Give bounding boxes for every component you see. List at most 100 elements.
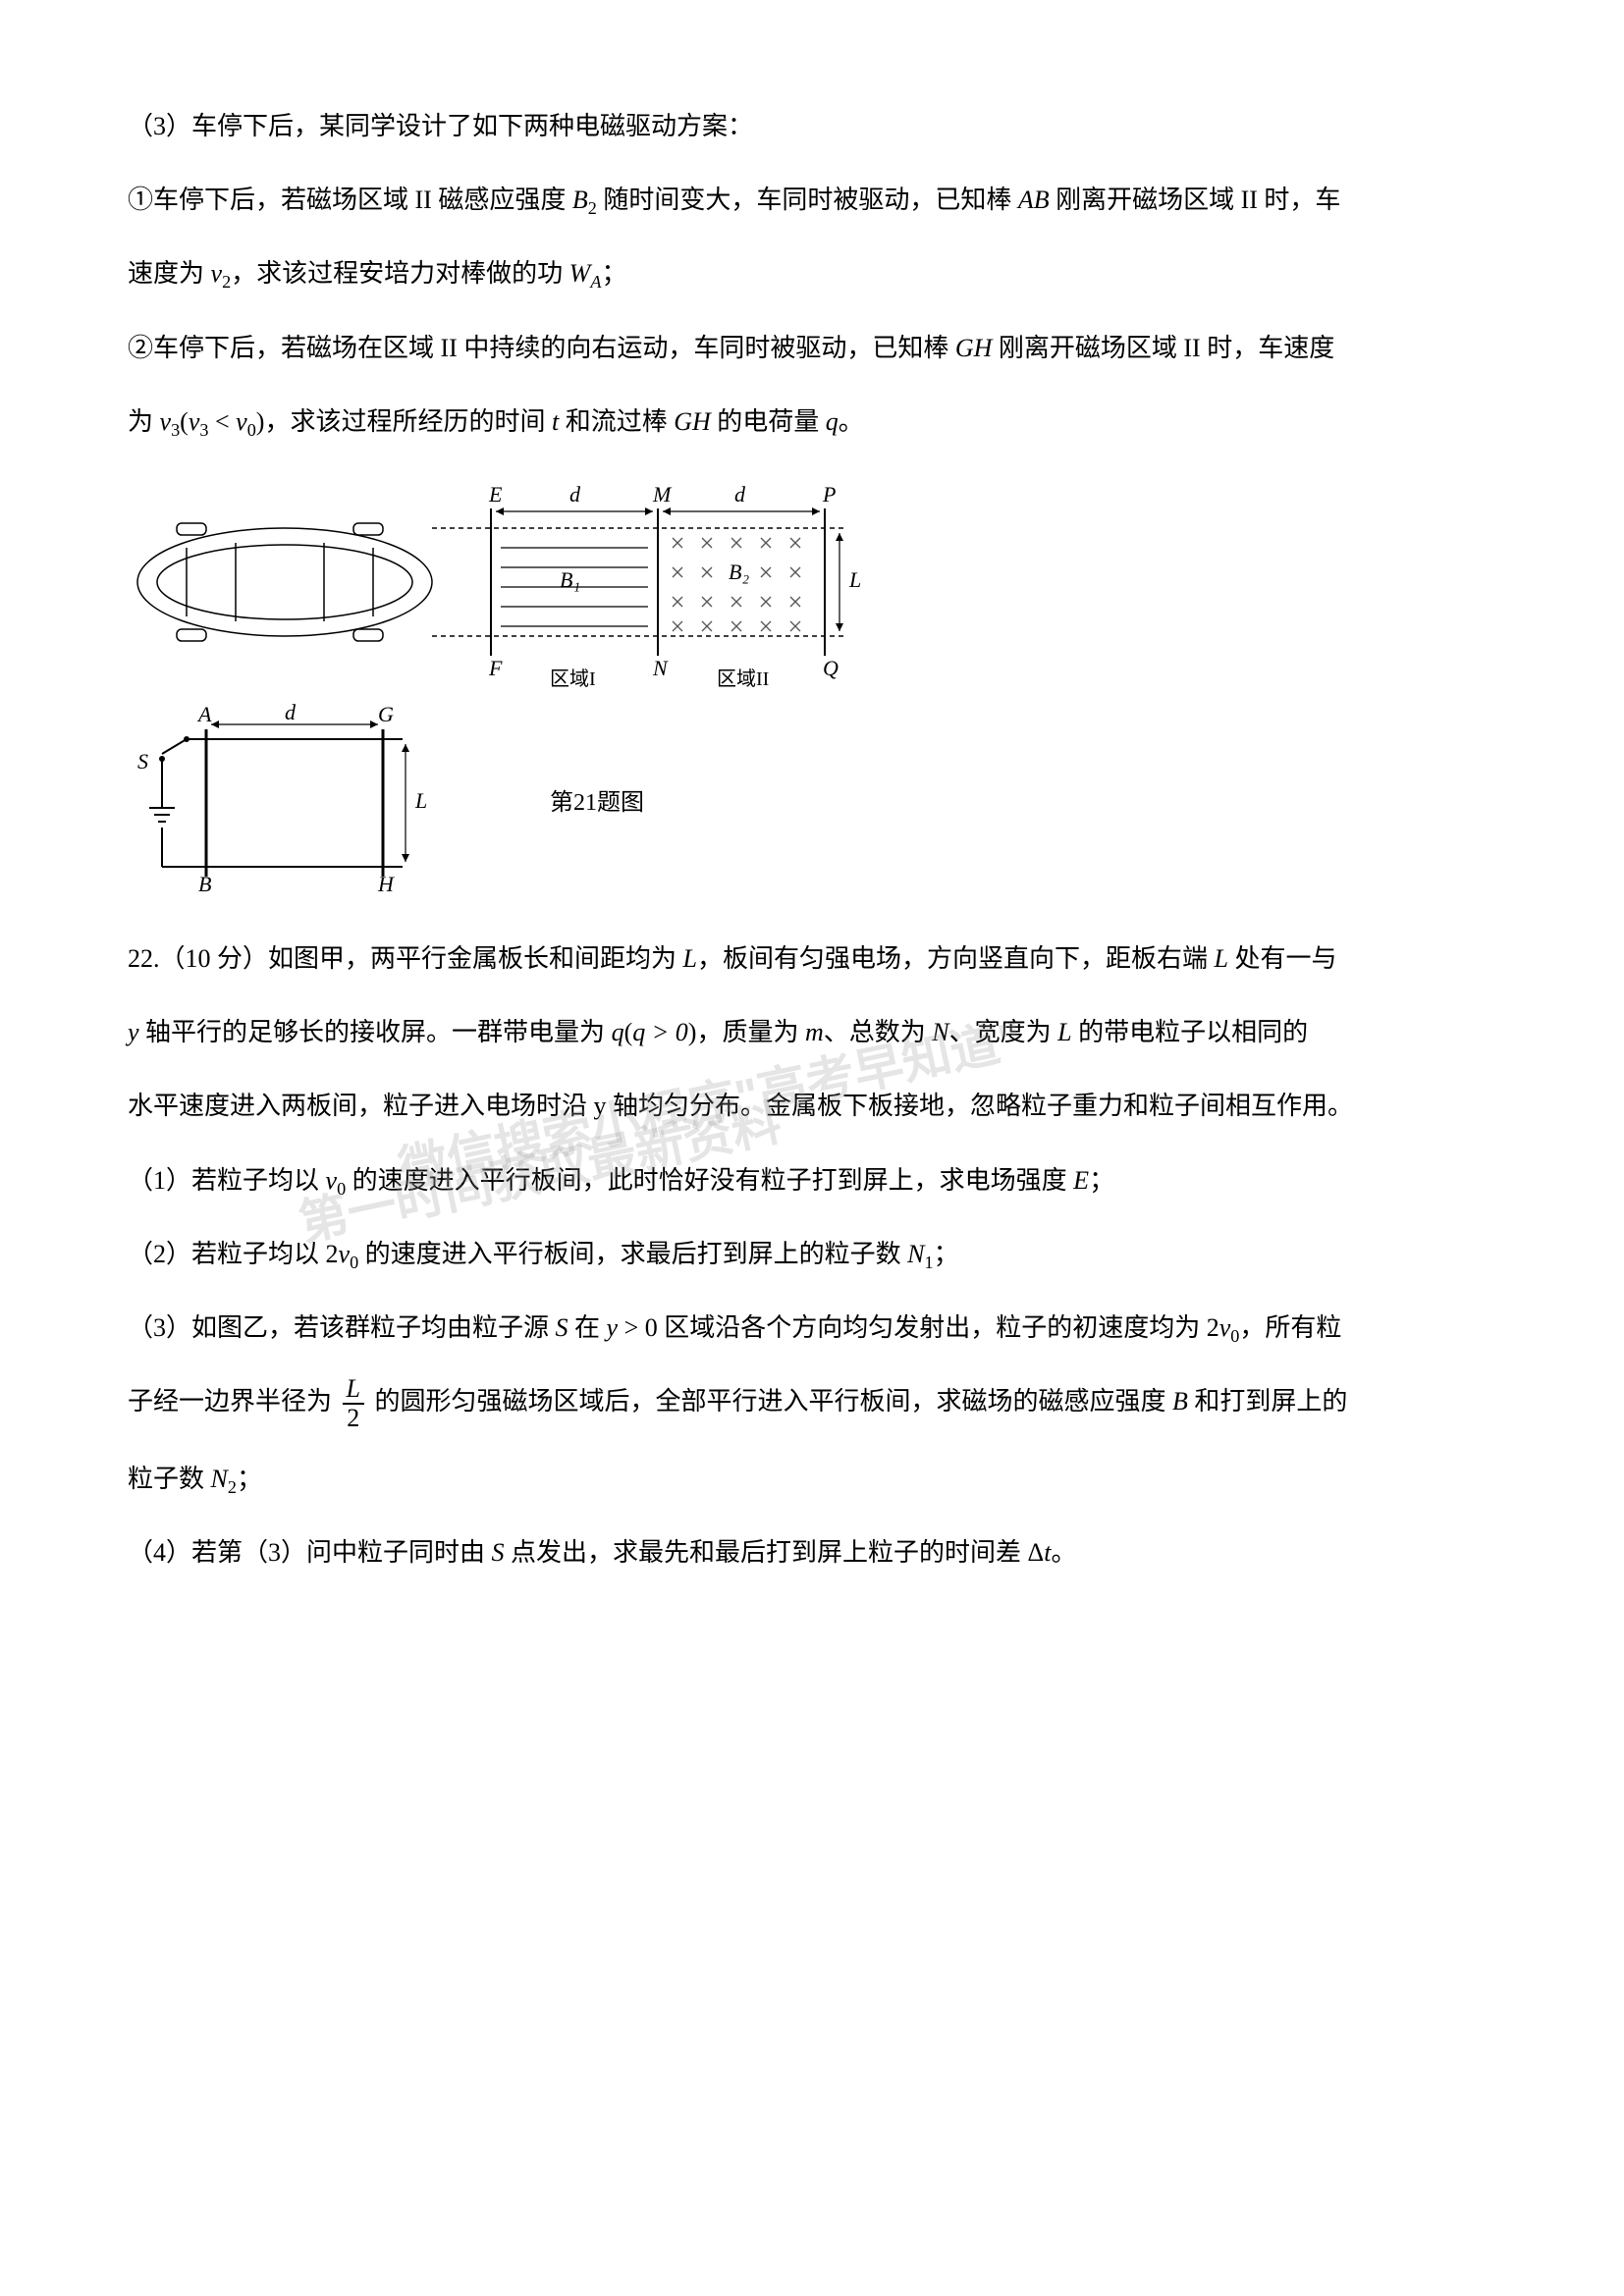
var-E: E <box>1073 1166 1089 1195</box>
text: ①车停下后，若磁场区域 II 磁感应强度 <box>128 186 572 214</box>
var-GH: GH <box>955 334 993 362</box>
text: 水平速度进入两板间，粒子进入电场时沿 y 轴均匀分布。金属板下板接地，忽略粒子重… <box>128 1092 1353 1120</box>
text: ； <box>1089 1166 1114 1195</box>
var-v3-cond-c: v <box>236 407 247 436</box>
text: ，求该过程安培力对棒做的功 <box>231 259 569 288</box>
var-v0: v <box>326 1166 338 1195</box>
text: 的速度进入平行板间，此时恰好没有粒子打到屏上，求电场强度 <box>346 1166 1073 1195</box>
svg-text:N: N <box>652 656 669 680</box>
var-WA: W <box>569 259 591 288</box>
text: ②车停下后，若磁场在区域 II 中持续的向右运动，车同时被驱动，已知棒 <box>128 334 955 362</box>
var-N1-sub: 1 <box>925 1253 934 1272</box>
text: 刚离开磁场区域 II 时，车速度 <box>992 334 1334 362</box>
q22-part4: （4）若第（3）问中粒子同时由 S 点发出，求最先和最后打到屏上粒子的时间差 Δ… <box>128 1524 1496 1580</box>
var-L3: L <box>1057 1018 1071 1046</box>
text: 在 <box>568 1313 607 1342</box>
q22-part3-line1: （3）如图乙，若该群粒子均由粒子源 S 在 y > 0 区域沿各个方向均匀发射出… <box>128 1300 1496 1356</box>
svg-text:L: L <box>414 788 427 813</box>
q22-intro-line2: y 轴平行的足够长的接收屏。一群带电量为 q(q > 0)，质量为 m、总数为 … <box>128 1004 1496 1060</box>
svg-text:d: d <box>734 482 746 507</box>
var-N: N <box>932 1018 948 1046</box>
q22-intro-line3: 水平速度进入两板间，粒子进入电场时沿 y 轴均匀分布。金属板下板接地，忽略粒子重… <box>128 1078 1496 1134</box>
text: （1）若粒子均以 <box>128 1166 326 1195</box>
text: 的电荷量 <box>711 407 826 436</box>
q21-sub2-line1: ②车停下后，若磁场在区域 II 中持续的向右运动，车同时被驱动，已知棒 GH 刚… <box>128 320 1496 376</box>
q22-part3-line2: 子经一边界半径为 L2 的圆形匀强磁场区域后，全部平行进入平行板间，求磁场的磁感… <box>128 1373 1496 1433</box>
var-S2: S <box>492 1538 505 1567</box>
var-N2-sub: 2 <box>228 1477 237 1497</box>
var-v3-cond-sub: 0 <box>247 420 256 440</box>
q22-part3-line3: 粒子数 N2； <box>128 1451 1496 1507</box>
q22-part1: （1）若粒子均以 v0 的速度进入平行板间，此时恰好没有粒子打到屏上，求电场强度… <box>128 1152 1496 1208</box>
text: （2）若粒子均以 2 <box>128 1240 339 1268</box>
var-B2: B <box>572 186 588 214</box>
var-m: m <box>805 1018 824 1046</box>
figure-21: E d M d P F N Q B₁ B₂ L 区域I 区域II <box>128 474 1496 896</box>
var-AB: AB <box>1018 186 1050 214</box>
svg-text:区域I: 区域I <box>550 667 596 690</box>
text: 粒子数 <box>128 1465 211 1493</box>
var-v2: v <box>211 259 223 288</box>
var-v0-3: v <box>1219 1313 1231 1342</box>
q21-part3-intro: （3）车停下后，某同学设计了如下两种电磁驱动方案： <box>128 98 1496 154</box>
var-v3-sub: 3 <box>171 420 180 440</box>
svg-text:S: S <box>137 749 148 774</box>
q21-sub1-line2: 速度为 v2，求该过程安培力对棒做的功 WA； <box>128 245 1496 301</box>
var-GH2: GH <box>674 407 711 436</box>
svg-text:B₁: B₁ <box>560 567 580 592</box>
text: （3）如图乙，若该群粒子均由粒子源 <box>128 1313 556 1342</box>
var-B2-sub: 2 <box>588 198 597 218</box>
text: 轴平行的足够长的接收屏。一群带电量为 <box>139 1018 612 1046</box>
text: 和打到屏上的 <box>1188 1387 1348 1415</box>
svg-text:d: d <box>569 482 581 507</box>
text: ； <box>934 1240 959 1268</box>
text: 的圆形匀强磁场区域后，全部平行进入平行板间，求磁场的磁感应强度 <box>368 1387 1172 1415</box>
svg-text:H: H <box>377 872 395 896</box>
var-q-cond: q > 0 <box>632 1018 688 1046</box>
text: 。 <box>839 407 864 436</box>
svg-text:L: L <box>848 567 861 592</box>
svg-text:Q: Q <box>823 656 839 680</box>
text: ； <box>237 1465 262 1493</box>
var-N2: N <box>211 1465 228 1493</box>
text: 随时间变大，车同时被驱动，已知棒 <box>597 186 1018 214</box>
text: > 0 区域沿各个方向均匀发射出，粒子的初速度均为 2 <box>618 1313 1219 1342</box>
svg-text:P: P <box>822 482 836 507</box>
var-q: q <box>612 1018 624 1046</box>
text: ，板间有匀强电场，方向竖直向下，距板右端 <box>697 944 1215 973</box>
text: 点发出，求最先和最后打到屏上粒子的时间差 Δ <box>505 1538 1045 1567</box>
q21-sub1-line1: ①车停下后，若磁场区域 II 磁感应强度 B2 随时间变大，车同时被驱动，已知棒… <box>128 172 1496 228</box>
var-B: B <box>1172 1387 1188 1415</box>
text: 速度为 <box>128 259 211 288</box>
frac-num: L <box>343 1375 364 1406</box>
var-L: L <box>683 944 697 973</box>
svg-text:B: B <box>198 872 211 896</box>
svg-text:A: A <box>196 702 212 726</box>
text: 、总数为 <box>824 1018 933 1046</box>
var-v3-cond-a: v <box>189 407 200 436</box>
var-v0-sub: 0 <box>337 1179 346 1199</box>
text: 子经一边界半径为 <box>128 1387 339 1415</box>
text: 的带电粒子以相同的 <box>1072 1018 1309 1046</box>
svg-text:区域II: 区域II <box>717 667 769 690</box>
frac-den: 2 <box>343 1405 364 1433</box>
text: 刚离开磁场区域 II 时，车 <box>1050 186 1341 214</box>
text: 和流过棒 <box>559 407 674 436</box>
text: ，所有粒 <box>1239 1313 1341 1342</box>
var-S: S <box>556 1313 568 1342</box>
text: ； <box>601 259 626 288</box>
fraction-L-over-2: L2 <box>343 1375 364 1433</box>
var-N1: N <box>907 1240 924 1268</box>
car-region-diagram: E d M d P F N Q B₁ B₂ L 区域I 区域II <box>128 474 864 690</box>
text: ，求该过程所经历的时间 <box>264 407 552 436</box>
text: 的速度进入平行板间，求最后打到屏上的粒子数 <box>358 1240 907 1268</box>
svg-text:G: G <box>378 702 394 726</box>
text: （3）车停下后，某同学设计了如下两种电磁驱动方案： <box>128 112 753 140</box>
var-y: y <box>128 1018 139 1046</box>
text: 、宽度为 <box>949 1018 1058 1046</box>
figure-21-caption: 第21题图 <box>550 777 644 829</box>
circuit-diagram: A G B H d L S <box>128 700 432 896</box>
text: （4）若第（3）问中粒子同时由 <box>128 1538 492 1567</box>
var-q: q <box>826 407 839 436</box>
var-v3-cond-b: < <box>208 407 236 436</box>
